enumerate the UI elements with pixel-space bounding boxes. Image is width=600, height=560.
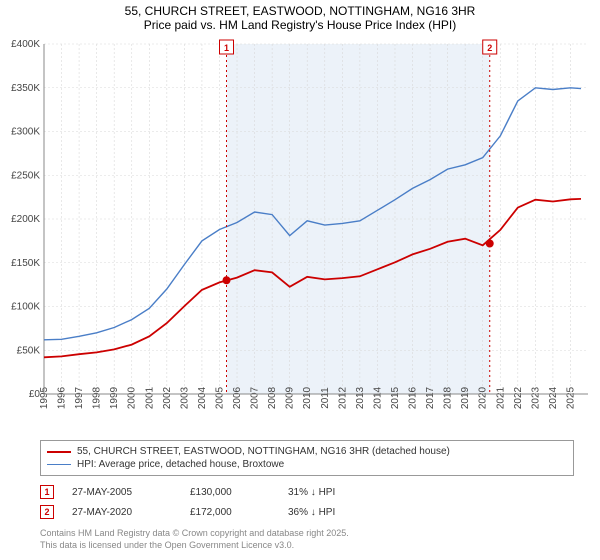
x-tick-label: 2011 bbox=[320, 387, 331, 409]
marker-table-row: 2 27-MAY-2020 £172,000 36% ↓ HPI bbox=[40, 502, 378, 522]
sale-markers-table: 1 27-MAY-2005 £130,000 31% ↓ HPI 2 27-MAY-202… bbox=[40, 482, 378, 522]
x-tick-label: 2006 bbox=[232, 386, 243, 409]
legend-swatch bbox=[47, 464, 71, 465]
legend-row: HPI: Average price, detached house, Brox… bbox=[47, 458, 567, 471]
marker-date: 27-MAY-2005 bbox=[72, 487, 172, 498]
y-tick-label: £100K bbox=[11, 302, 40, 313]
title-line-2: Price paid vs. HM Land Registry's House … bbox=[0, 18, 600, 32]
y-tick-label: £350K bbox=[11, 83, 40, 94]
marker-date: 27-MAY-2020 bbox=[72, 507, 172, 518]
x-tick-label: 2007 bbox=[250, 386, 261, 409]
y-tick-label: £400K bbox=[11, 39, 40, 50]
sale-marker-number: 1 bbox=[224, 43, 229, 53]
y-tick-label: £300K bbox=[11, 127, 40, 138]
x-tick-label: 2020 bbox=[478, 386, 489, 409]
x-tick-label: 2000 bbox=[127, 386, 138, 409]
y-tick-label: £50K bbox=[17, 345, 41, 356]
x-tick-label: 2013 bbox=[355, 386, 366, 409]
x-tick-label: 2008 bbox=[267, 386, 278, 409]
legend-label: HPI: Average price, detached house, Brox… bbox=[77, 459, 284, 470]
chart-title: 55, CHURCH STREET, EASTWOOD, NOTTINGHAM,… bbox=[0, 0, 600, 34]
legend-row: 55, CHURCH STREET, EASTWOOD, NOTTINGHAM,… bbox=[47, 445, 567, 458]
x-tick-label: 2012 bbox=[337, 386, 348, 409]
footnote-2: This data is licensed under the Open Gov… bbox=[40, 540, 349, 552]
marker-hpi-diff: 36% ↓ HPI bbox=[288, 507, 378, 518]
y-tick-label: £150K bbox=[11, 258, 40, 269]
x-tick-label: 2021 bbox=[495, 386, 506, 409]
x-tick-label: 2001 bbox=[144, 386, 155, 409]
x-tick-label: 2016 bbox=[408, 386, 419, 409]
marker-table-row: 1 27-MAY-2005 £130,000 31% ↓ HPI bbox=[40, 482, 378, 502]
marker-price: £172,000 bbox=[190, 507, 270, 518]
x-tick-label: 2005 bbox=[214, 386, 225, 409]
marker-badge: 2 bbox=[40, 505, 54, 519]
x-tick-label: 1996 bbox=[57, 386, 68, 409]
x-tick-label: 1999 bbox=[109, 386, 120, 409]
sale-marker-number: 2 bbox=[487, 43, 492, 53]
x-tick-label: 2024 bbox=[548, 386, 559, 409]
y-tick-label: £250K bbox=[11, 170, 40, 181]
x-tick-label: 2022 bbox=[513, 386, 524, 409]
marker-price: £130,000 bbox=[190, 487, 270, 498]
x-tick-label: 2010 bbox=[302, 386, 313, 409]
footnotes: Contains HM Land Registry data © Crown c… bbox=[40, 528, 349, 551]
y-tick-label: £200K bbox=[11, 214, 40, 225]
sale-point bbox=[486, 240, 494, 248]
x-tick-label: 2025 bbox=[565, 386, 576, 409]
x-tick-label: 2015 bbox=[390, 386, 401, 409]
legend: 55, CHURCH STREET, EASTWOOD, NOTTINGHAM,… bbox=[40, 440, 574, 476]
x-tick-label: 2017 bbox=[425, 386, 436, 409]
sale-point bbox=[223, 276, 231, 284]
x-tick-label: 1998 bbox=[92, 386, 103, 409]
marker-badge: 1 bbox=[40, 485, 54, 499]
x-tick-label: 2019 bbox=[460, 386, 471, 409]
x-tick-label: 1997 bbox=[74, 386, 85, 409]
x-tick-label: 2014 bbox=[372, 386, 383, 409]
x-tick-label: 2018 bbox=[443, 386, 454, 409]
line-chart: £0£50K£100K£150K£200K£250K£300K£350K£400… bbox=[0, 34, 600, 434]
x-tick-label: 2004 bbox=[197, 386, 208, 409]
title-line-1: 55, CHURCH STREET, EASTWOOD, NOTTINGHAM,… bbox=[0, 4, 600, 18]
footnote-1: Contains HM Land Registry data © Crown c… bbox=[40, 528, 349, 540]
marker-hpi-diff: 31% ↓ HPI bbox=[288, 487, 378, 498]
legend-label: 55, CHURCH STREET, EASTWOOD, NOTTINGHAM,… bbox=[77, 446, 450, 457]
legend-swatch bbox=[47, 451, 71, 453]
chart-area: £0£50K£100K£150K£200K£250K£300K£350K£400… bbox=[0, 34, 600, 434]
x-tick-label: 2002 bbox=[162, 386, 173, 409]
x-tick-label: 2009 bbox=[285, 386, 296, 409]
x-tick-label: 2003 bbox=[179, 386, 190, 409]
x-tick-label: 2023 bbox=[530, 386, 541, 409]
